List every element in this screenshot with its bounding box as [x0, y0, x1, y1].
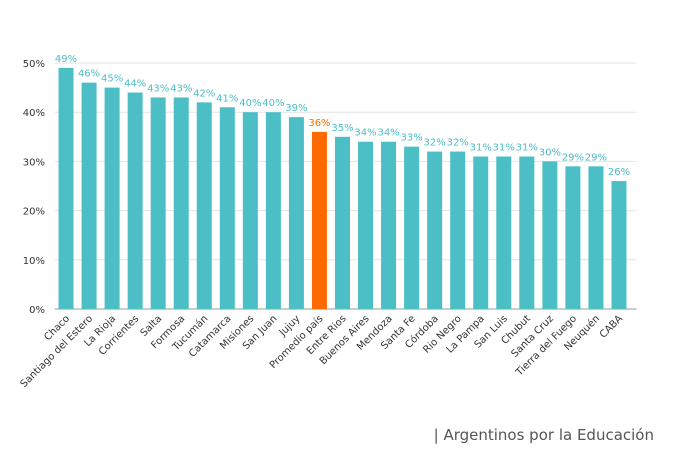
y-tick-label: 40% — [23, 108, 45, 119]
bar — [565, 166, 581, 309]
bar — [58, 67, 74, 309]
bar — [450, 151, 466, 309]
value-label: 31% — [516, 142, 538, 153]
value-label: 35% — [331, 123, 353, 134]
value-label: 36% — [308, 118, 330, 129]
value-label: 40% — [262, 98, 284, 109]
bar — [196, 102, 212, 309]
value-label: 44% — [124, 79, 146, 90]
bar — [173, 97, 189, 309]
value-label: 40% — [239, 98, 261, 109]
value-label: 31% — [493, 142, 515, 153]
value-label: 32% — [447, 138, 469, 149]
bar — [496, 156, 512, 309]
bar — [588, 166, 604, 309]
value-label: 30% — [539, 147, 561, 158]
bar — [335, 136, 350, 309]
bar — [404, 146, 420, 309]
x-tick-label: CABA — [598, 313, 625, 340]
bar — [127, 92, 143, 310]
bar — [473, 156, 489, 309]
bar — [81, 82, 97, 310]
value-label: 46% — [78, 69, 100, 80]
y-tick-label: 10% — [23, 256, 45, 267]
value-label: 43% — [147, 83, 169, 94]
value-label: 43% — [170, 83, 192, 94]
value-label: 31% — [470, 142, 492, 153]
value-label: 33% — [401, 133, 423, 144]
y-tick-label: 20% — [23, 207, 45, 218]
bar — [542, 161, 558, 309]
y-tick-label: 30% — [23, 157, 45, 168]
bar — [265, 112, 281, 309]
bar — [381, 141, 397, 309]
value-label: 34% — [377, 128, 399, 139]
source: | Argentinos por la Educación — [434, 426, 654, 444]
bar — [150, 97, 166, 309]
y-tick-label: 50% — [23, 59, 45, 70]
value-label: 41% — [216, 93, 238, 104]
bar — [242, 112, 258, 309]
y-tick-label: 0% — [29, 305, 45, 316]
value-label: 32% — [424, 138, 446, 149]
value-label: 34% — [354, 128, 376, 139]
value-label: 26% — [608, 167, 630, 178]
value-label: 42% — [193, 88, 215, 99]
value-label: 49% — [55, 54, 77, 65]
value-label: 45% — [101, 74, 123, 85]
bar — [358, 141, 374, 309]
bar — [219, 107, 235, 309]
bar — [427, 151, 443, 309]
value-label: 29% — [585, 152, 607, 163]
bar — [104, 87, 120, 309]
bar — [311, 131, 327, 309]
value-label: 29% — [562, 152, 584, 163]
value-label: 39% — [285, 103, 307, 114]
bar — [519, 156, 535, 309]
bar — [611, 181, 627, 309]
bar — [288, 117, 304, 310]
